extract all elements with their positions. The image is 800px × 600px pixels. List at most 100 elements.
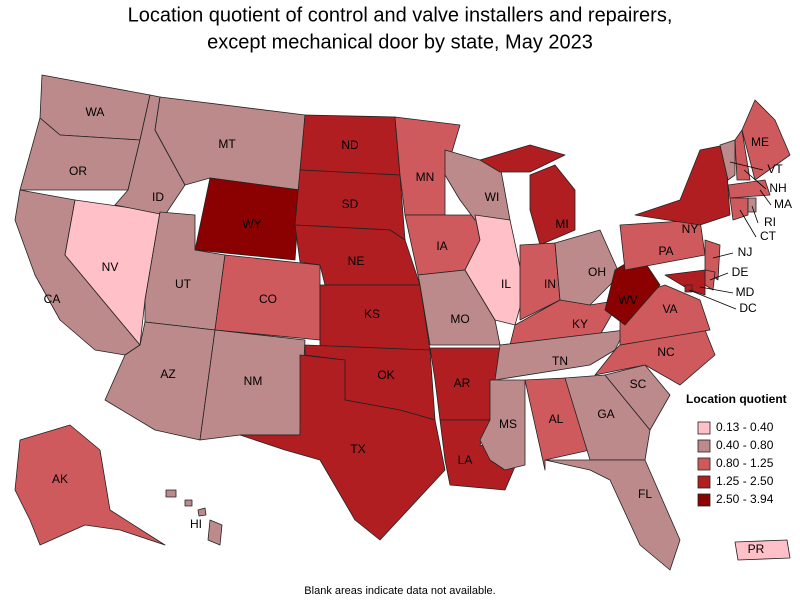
state-label: NJ <box>738 245 753 259</box>
leader-line <box>729 161 764 171</box>
state-shape <box>544 459 681 571</box>
state-label: UT <box>175 277 192 291</box>
state-labels: WA OR CA NV ID MT WY UT AZ CO NM ND SD NE KS OK TX MN IA MO… <box>44 105 792 556</box>
state-shape <box>14 424 166 546</box>
state-label: AL <box>549 412 564 426</box>
state-shape <box>719 139 736 181</box>
state-label: TN <box>552 354 568 368</box>
state-label: FL <box>638 487 652 501</box>
state-shape <box>529 164 576 246</box>
state-label: IL <box>501 277 511 291</box>
state-shape <box>197 507 207 517</box>
state-label: MD <box>736 285 755 299</box>
state-label: HI <box>190 517 202 531</box>
legend-label: 0.40 - 0.80 <box>716 438 774 452</box>
state-label: GA <box>597 407 614 421</box>
state-label: OH <box>588 265 606 279</box>
state-shape <box>494 329 626 381</box>
state-label: ID <box>152 190 164 204</box>
state-shape <box>184 499 193 507</box>
state-shape <box>464 214 526 326</box>
state-label: AR <box>454 376 471 390</box>
state-label: NE <box>348 254 365 268</box>
state-shape <box>207 519 223 546</box>
state-shape <box>239 354 446 541</box>
state-shape <box>194 177 301 261</box>
state-label: NH <box>769 181 786 195</box>
state-shape <box>634 144 731 226</box>
states <box>14 74 791 571</box>
state-label: OK <box>377 368 394 382</box>
state-label: CO <box>259 292 277 306</box>
leader-line <box>712 252 734 259</box>
state-shape <box>479 379 526 471</box>
legend-swatch <box>697 457 711 471</box>
state-label: ND <box>341 138 359 152</box>
state-label: OR <box>69 164 87 178</box>
state-shape <box>729 197 749 221</box>
state-label: NV <box>102 260 119 274</box>
state-shape <box>741 99 791 181</box>
leader-line <box>751 205 759 224</box>
state-label: ME <box>751 135 769 149</box>
state-label: MN <box>416 170 435 184</box>
leader-line <box>739 209 757 238</box>
state-label: SD <box>342 197 359 211</box>
state-label: DE <box>732 265 749 279</box>
state-label: MT <box>218 137 236 151</box>
state-label: SC <box>630 377 647 391</box>
state-label: DC <box>739 301 757 315</box>
state-label: IN <box>544 277 556 291</box>
state-label: WY <box>242 217 261 231</box>
leader-line <box>709 272 729 281</box>
state-label: MA <box>774 197 792 211</box>
footnote: Blank areas indicate data not available. <box>304 585 495 597</box>
title: except mechanical door by state, May 202… <box>207 31 593 53</box>
state-label: WA <box>86 105 105 119</box>
state-label: AZ <box>160 367 175 381</box>
leader-line <box>743 169 767 190</box>
state-label: KY <box>572 317 588 331</box>
state-label: PR <box>748 542 765 556</box>
state-shape <box>604 364 671 431</box>
state-label: MI <box>555 217 568 231</box>
state-shape <box>564 374 651 461</box>
state-shape <box>704 239 721 281</box>
leader-line <box>699 286 734 294</box>
title: Location quotient of control and valve i… <box>128 4 673 26</box>
state-label: KS <box>364 307 380 321</box>
state-label: MS <box>499 417 517 431</box>
state-label: MO <box>450 312 469 326</box>
state-shape <box>727 179 771 199</box>
state-label: AK <box>52 472 68 486</box>
state-shape <box>664 269 706 296</box>
state-label: NC <box>657 345 675 359</box>
legend-label: 0.13 - 0.40 <box>716 420 774 434</box>
legend-label: 1.25 - 2.50 <box>716 474 774 488</box>
leader-line <box>688 289 737 310</box>
legend-label: 0.80 - 1.25 <box>716 456 774 470</box>
state-label: LA <box>458 453 473 467</box>
legend-swatch <box>697 493 711 507</box>
legend-label: 2.50 - 3.94 <box>716 492 774 506</box>
state-label: CA <box>44 292 61 306</box>
state-label: VT <box>767 162 783 176</box>
leader-line <box>759 189 772 206</box>
legend: 0.13 - 0.40 0.40 - 0.80 0.80 - 1.25 1.25 - … <box>697 420 774 507</box>
state-label: RI <box>764 215 776 229</box>
state-shape <box>524 377 591 471</box>
state-label: PA <box>658 244 673 258</box>
state-label: WV <box>618 293 637 307</box>
state-label: TX <box>350 442 365 456</box>
state-shape <box>479 144 566 173</box>
state-shape <box>594 329 716 386</box>
state-label: CT <box>760 229 777 243</box>
state-shape <box>747 197 757 213</box>
legend-swatch <box>697 421 711 435</box>
state-shape <box>734 539 791 561</box>
legend-swatch <box>697 439 711 453</box>
legend-title: Location quotient <box>686 392 787 406</box>
state-shape <box>165 489 177 498</box>
state-label: IA <box>436 239 447 253</box>
